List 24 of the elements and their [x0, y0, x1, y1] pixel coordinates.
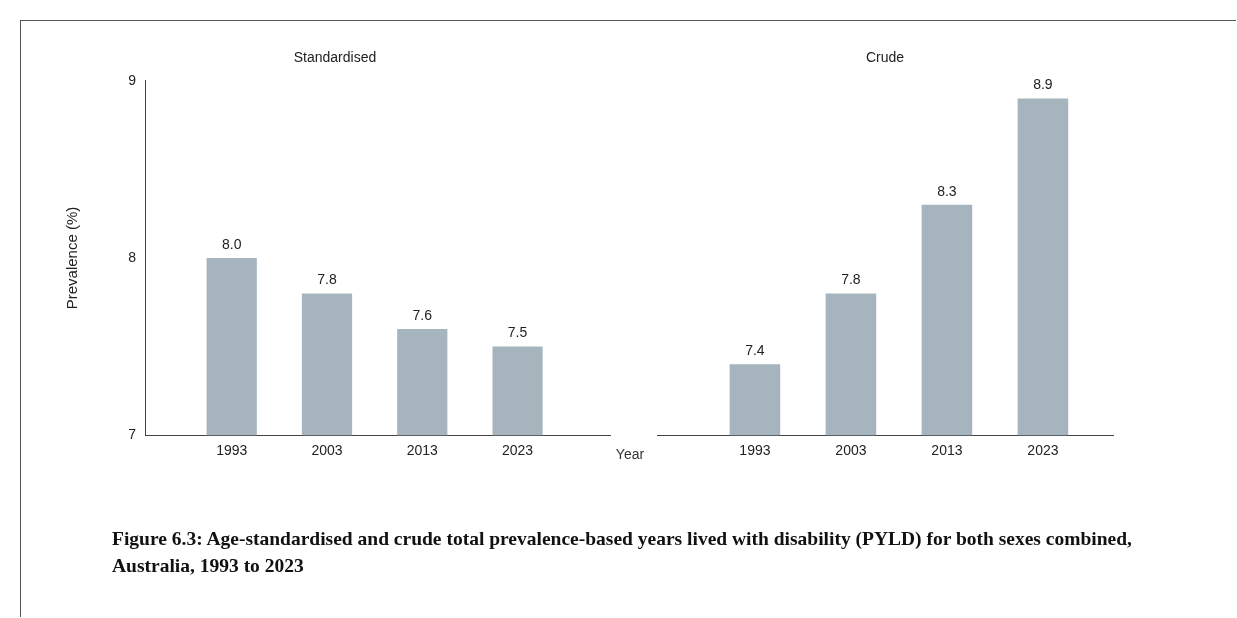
- y-axis-title: Prevalence (%): [63, 206, 81, 310]
- y-tick-label: 7: [128, 426, 137, 443]
- x-tick-label: 2003: [311, 442, 343, 459]
- x-tick-label: 2013: [406, 442, 439, 459]
- x-tick-label: 2023: [1027, 442, 1059, 459]
- y-tick-label: 8: [128, 248, 137, 265]
- y-tick-label: 9: [128, 71, 137, 88]
- data-label: 8.0: [221, 235, 242, 252]
- x-tick-label: 1993: [739, 442, 771, 459]
- x-tick-label: 1993: [216, 442, 248, 459]
- data-label: 7.5: [507, 324, 528, 341]
- x-axis-title: Year: [615, 446, 645, 462]
- data-label: 7.8: [317, 271, 337, 288]
- data-label: 8.3: [937, 182, 957, 199]
- x-tick-label: 2013: [931, 442, 963, 459]
- x-tick-label: 2003: [835, 442, 867, 459]
- chart-title: Crude: [865, 49, 905, 66]
- data-label: 7.6: [412, 306, 433, 323]
- x-tick-label: 2023: [501, 442, 534, 459]
- chart-title: Standardised: [293, 49, 377, 66]
- data-label: 7.8: [841, 271, 861, 288]
- caption: Figure 6.3: Age-standardised and crude total prevalence-based years lived with disability (PYLD) for both sexes combined, Australia, 1993 to 2023: [112, 527, 1133, 578]
- data-label: 7.4: [745, 342, 765, 359]
- data-label: 8.9: [1033, 76, 1053, 93]
